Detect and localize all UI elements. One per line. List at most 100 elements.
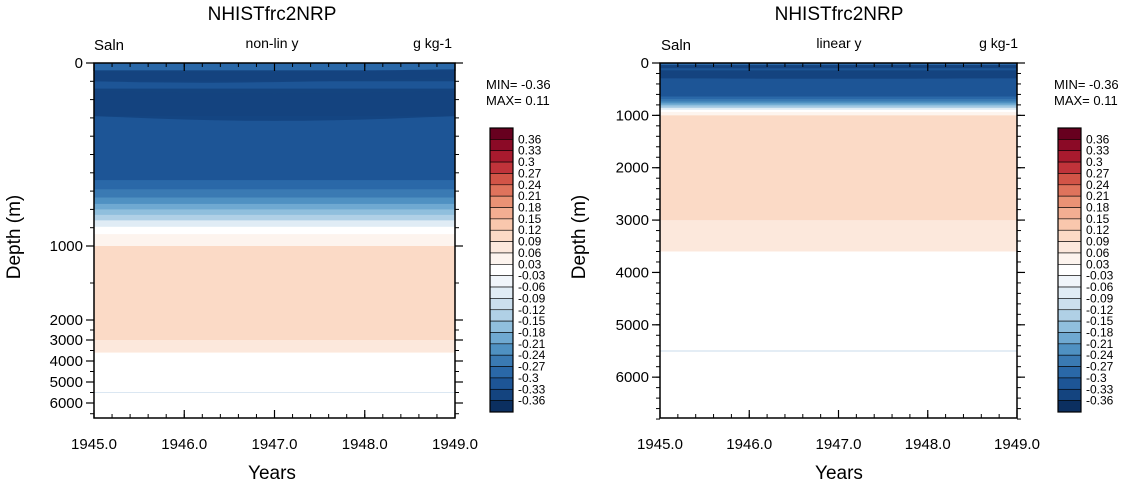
colorbar-swatch bbox=[489, 400, 514, 413]
colorbar-swatch bbox=[489, 139, 514, 152]
depth-band bbox=[660, 78, 1017, 98]
colorbar-label: 0.12 bbox=[1086, 223, 1110, 237]
x-tick-label: 1946.0 bbox=[161, 436, 207, 453]
colorbar-swatch bbox=[1057, 218, 1082, 231]
colorbar-swatch bbox=[1057, 320, 1082, 333]
colorbar-label: -0.06 bbox=[518, 280, 546, 294]
depth-band bbox=[94, 81, 455, 90]
y-tick-label: 2000 bbox=[616, 160, 649, 177]
colorbar: 0.360.330.30.270.240.210.180.150.120.090… bbox=[1057, 127, 1114, 413]
y-tick-label: 3000 bbox=[616, 212, 649, 229]
scale-label: non-lin y bbox=[246, 35, 299, 51]
depth-band bbox=[94, 352, 455, 418]
x-tick-label: 1946.0 bbox=[726, 436, 772, 453]
max-label: MAX= 0.11 bbox=[486, 93, 550, 108]
colorbar-label: 0.09 bbox=[518, 235, 542, 249]
colorbar-swatch bbox=[489, 377, 514, 390]
colorbar-label: 0.3 bbox=[1086, 155, 1103, 169]
depth-band bbox=[94, 197, 455, 205]
colorbar-swatch bbox=[489, 343, 514, 356]
x-tick-label: 1949.0 bbox=[432, 436, 478, 453]
y-tick-label: 5000 bbox=[50, 374, 83, 391]
colorbar-swatch bbox=[1057, 332, 1082, 345]
colorbar: 0.360.330.30.270.240.210.180.150.120.090… bbox=[489, 127, 546, 413]
panel-linear: NHISTfrc2NRP Saln linear y g kg-1 MIN= -… bbox=[569, 4, 1119, 484]
colorbar-label: -0.36 bbox=[518, 394, 546, 408]
colorbar-label: -0.33 bbox=[518, 382, 546, 396]
colorbar-label: -0.15 bbox=[1086, 314, 1114, 328]
colorbar-swatch bbox=[1057, 388, 1082, 401]
depth-band bbox=[94, 214, 455, 221]
colorbar-swatch bbox=[1057, 377, 1082, 390]
y-axis-title: Depth (m) bbox=[4, 195, 25, 279]
depth-band bbox=[94, 116, 455, 181]
colorbar-swatch bbox=[1057, 252, 1082, 265]
contour-layer bbox=[94, 69, 455, 83]
colorbar-label: -0.3 bbox=[518, 371, 539, 385]
colorbar-swatch bbox=[489, 309, 514, 322]
colorbar-label: 0.12 bbox=[518, 223, 542, 237]
colorbar-label: 0.33 bbox=[518, 144, 542, 158]
colorbar-label: -0.06 bbox=[1086, 280, 1114, 294]
colorbar-swatch bbox=[489, 332, 514, 345]
contour-layer bbox=[660, 70, 1017, 79]
colorbar-swatch bbox=[1057, 309, 1082, 322]
colorbar-swatch bbox=[1057, 139, 1082, 152]
depth-band bbox=[660, 115, 1017, 221]
colorbar-swatch bbox=[489, 207, 514, 220]
depth-band bbox=[94, 234, 455, 247]
colorbar-swatch bbox=[489, 150, 514, 163]
max-label: MAX= 0.11 bbox=[1054, 93, 1118, 108]
y-tick-label: 2000 bbox=[50, 312, 83, 329]
colorbar-swatch bbox=[1057, 184, 1082, 197]
colorbar-swatch bbox=[1057, 161, 1082, 174]
colorbar-label: 0.18 bbox=[518, 201, 542, 215]
colorbar-swatch bbox=[1057, 150, 1082, 163]
colorbar-swatch bbox=[1057, 343, 1082, 356]
colorbar-swatch bbox=[1057, 241, 1082, 254]
colorbar-label: 0.06 bbox=[518, 246, 542, 260]
y-tick-label: 4000 bbox=[616, 264, 649, 281]
y-tick-label: 4000 bbox=[50, 353, 83, 370]
contour-plot bbox=[94, 63, 455, 418]
panel-title: NHISTfrc2NRP bbox=[208, 4, 337, 25]
depth-band bbox=[94, 226, 455, 235]
depth-band bbox=[660, 96, 1017, 100]
colorbar-swatch bbox=[1057, 366, 1082, 379]
depth-band bbox=[94, 220, 455, 228]
x-axis-title: Years bbox=[815, 463, 863, 484]
colorbar-label: -0.24 bbox=[1086, 348, 1114, 362]
axes: 1945.0 1946.0 1947.0 1948.0 1949.0 0 1000 2000 3… bbox=[50, 55, 478, 453]
panel-nonlinear: NHISTfrc2NRP Saln non-lin y g kg-1 MIN= … bbox=[4, 4, 551, 484]
colorbar-label: -0.09 bbox=[518, 291, 546, 305]
colorbar-swatch bbox=[489, 320, 514, 333]
colorbar-swatch bbox=[489, 229, 514, 242]
colorbar-label: 0.09 bbox=[1086, 235, 1110, 249]
colorbar-label: -0.33 bbox=[1086, 382, 1114, 396]
x-tick-label: 1948.0 bbox=[342, 436, 388, 453]
depth-band bbox=[94, 340, 455, 354]
colorbar-swatch bbox=[489, 218, 514, 231]
x-tick-label: 1945.0 bbox=[637, 436, 683, 453]
y-tick-label: 1000 bbox=[616, 107, 649, 124]
colorbar-swatch bbox=[1057, 275, 1082, 288]
colorbar-label: 0.21 bbox=[1086, 189, 1110, 203]
colorbar-swatch bbox=[489, 127, 514, 140]
colorbar-swatch bbox=[1057, 229, 1082, 242]
depth-band bbox=[94, 180, 455, 190]
colorbar-label: -0.36 bbox=[1086, 394, 1114, 408]
depth-band bbox=[94, 189, 455, 199]
colorbar-label: -0.3 bbox=[1086, 371, 1107, 385]
colorbar-swatch bbox=[489, 275, 514, 288]
depth-band bbox=[660, 99, 1017, 103]
contour-layer bbox=[94, 90, 455, 121]
panel-title: NHISTfrc2NRP bbox=[775, 4, 904, 25]
y-tick-label: 0 bbox=[641, 55, 649, 72]
x-axis-title: Years bbox=[248, 463, 296, 484]
depth-band bbox=[660, 108, 1017, 111]
colorbar-swatch bbox=[1057, 400, 1082, 413]
colorbar-label: 0.15 bbox=[518, 212, 542, 226]
colorbar-label: -0.03 bbox=[1086, 269, 1114, 283]
colorbar-label: 0.3 bbox=[518, 155, 535, 169]
